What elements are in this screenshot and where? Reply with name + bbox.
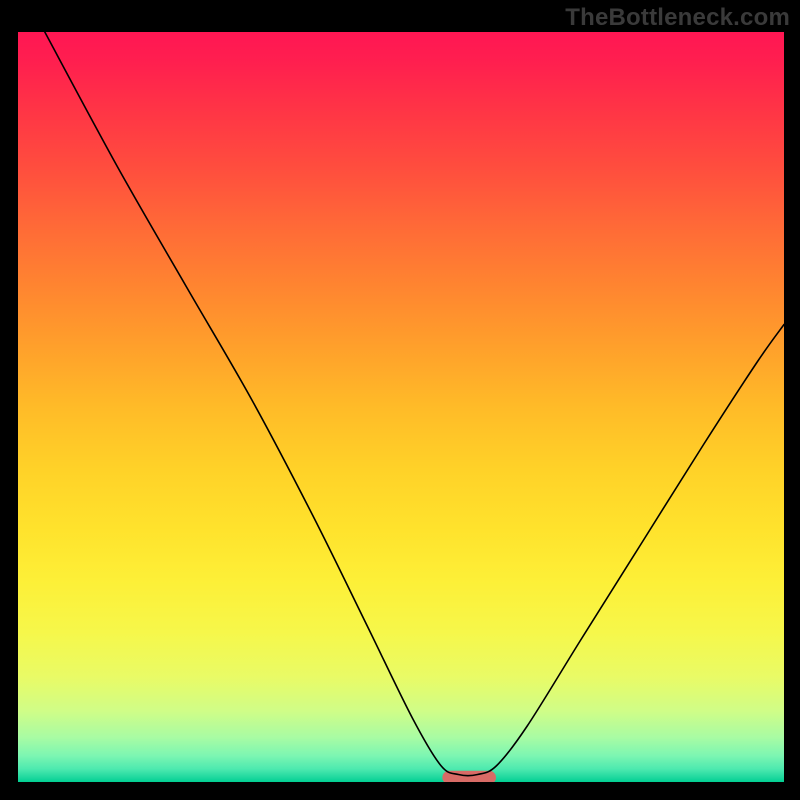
watermark-text: TheBottleneck.com [565,4,790,32]
bottleneck-curve-chart [18,32,784,782]
gradient-background [18,32,784,782]
plot-area [18,32,784,782]
chart-stage: TheBottleneck.com [0,0,800,800]
